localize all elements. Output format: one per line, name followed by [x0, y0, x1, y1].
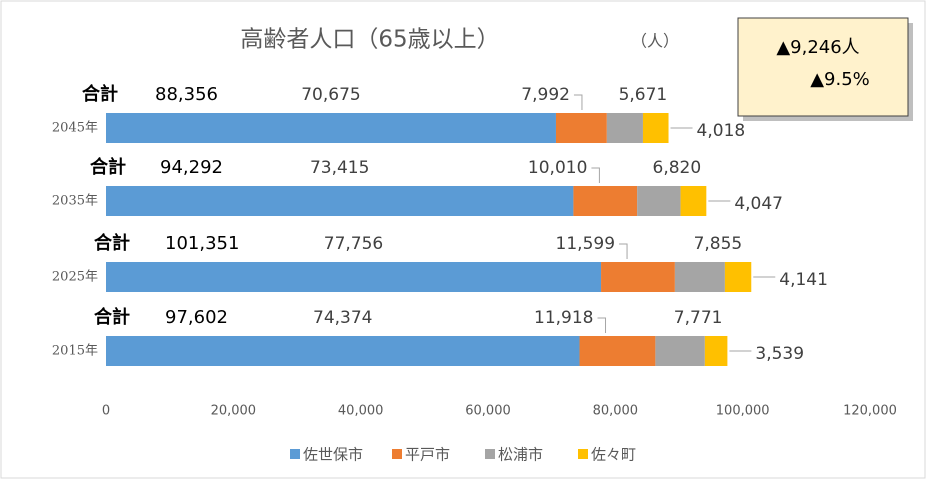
- legend-swatch: [392, 449, 402, 459]
- value-label: 4,141: [779, 270, 828, 290]
- value-label: 7,855: [694, 234, 743, 254]
- x-tick-label: 60,000: [465, 404, 511, 419]
- x-tick-label: 40,000: [338, 404, 384, 419]
- y-tick-label: 2045年: [52, 121, 98, 136]
- leader-line: [619, 243, 628, 259]
- bar-segment: [106, 186, 574, 216]
- value-label: 6,820: [653, 158, 702, 178]
- unit-label: （人）: [631, 32, 679, 51]
- bar-segment: [579, 336, 656, 366]
- value-label: 74,374: [313, 308, 372, 328]
- x-tick-label: 100,000: [716, 404, 770, 419]
- leader-line: [591, 167, 600, 183]
- chart-title: 高齢者人口（65歳以上）: [240, 27, 499, 53]
- bar-segment: [606, 113, 643, 143]
- total-name: 合計: [94, 306, 130, 328]
- bar-segment: [680, 186, 707, 216]
- y-tick-label: 2025年: [52, 270, 98, 285]
- leader-line: [573, 94, 583, 110]
- x-tick-label: 120,000: [843, 404, 897, 419]
- legend-label: 松浦市: [498, 446, 543, 464]
- value-label: 4,047: [734, 194, 783, 214]
- annotation-box: [737, 17, 909, 117]
- x-tick-label: 0: [102, 404, 110, 419]
- value-label: 73,415: [310, 158, 369, 178]
- legend-swatch: [578, 449, 588, 459]
- bar-segment: [555, 113, 607, 143]
- annotation: ▲9,246人: [776, 37, 859, 58]
- total-label: 88,356: [155, 84, 218, 105]
- value-label: 70,675: [301, 85, 360, 105]
- total-name: 合計: [94, 232, 130, 254]
- legend-label: 佐々町: [591, 446, 636, 464]
- total-label: 97,602: [165, 307, 228, 328]
- total-name: 合計: [90, 156, 126, 178]
- bar-segment: [601, 262, 675, 292]
- value-label: 5,671: [619, 85, 668, 105]
- value-label: 7,771: [674, 308, 723, 328]
- bar-segment: [637, 186, 681, 216]
- total-label: 94,292: [160, 157, 223, 178]
- bar-segment: [704, 336, 728, 366]
- value-label: 7,992: [521, 85, 570, 105]
- bar-segment: [106, 262, 602, 292]
- bar-segment: [674, 262, 725, 292]
- total-name: 合計: [82, 83, 118, 105]
- bar-segment: [724, 262, 752, 292]
- bar-segment: [642, 113, 669, 143]
- bar-segment: [573, 186, 638, 216]
- x-tick-label: 20,000: [211, 404, 257, 419]
- bar-segment: [106, 336, 580, 366]
- legend-swatch: [290, 449, 300, 459]
- value-label: 10,010: [528, 158, 587, 178]
- x-tick-label: 80,000: [593, 404, 639, 419]
- legend-label: 佐世保市: [303, 446, 363, 464]
- value-label: 11,918: [534, 308, 593, 328]
- bar-segment: [655, 336, 705, 366]
- annotation: ▲9.5%: [810, 69, 870, 90]
- y-tick-label: 2015年: [52, 344, 98, 359]
- value-label: 3,539: [755, 344, 804, 364]
- total-label: 101,351: [165, 233, 239, 254]
- value-label: 4,018: [697, 121, 746, 141]
- value-label: 77,756: [324, 234, 383, 254]
- legend-swatch: [485, 449, 495, 459]
- leader-line: [597, 317, 607, 333]
- legend-label: 平戸市: [405, 446, 450, 464]
- bar-segment: [106, 113, 556, 143]
- value-label: 11,599: [556, 234, 615, 254]
- y-tick-label: 2035年: [52, 194, 98, 209]
